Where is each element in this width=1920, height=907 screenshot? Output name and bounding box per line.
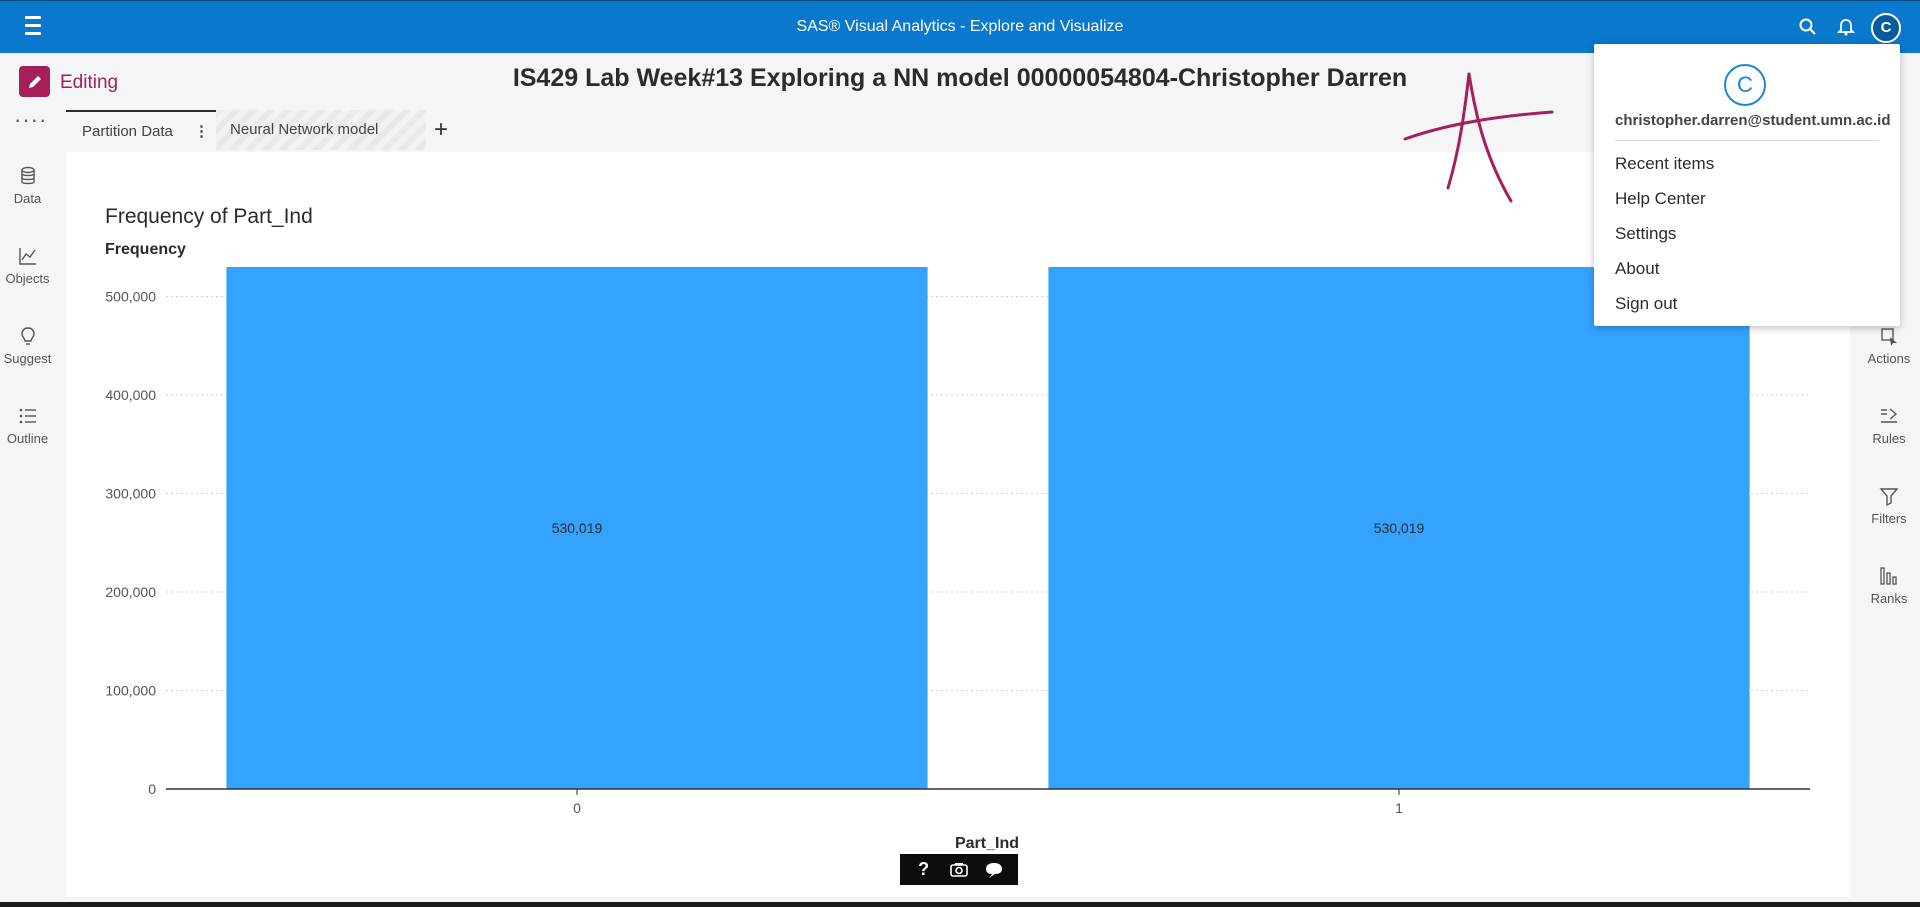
mode-label: Editing bbox=[60, 72, 119, 93]
right-rail: Actions Rules Filters Ranks bbox=[1858, 160, 1920, 907]
y-tick-label: 0 bbox=[148, 781, 156, 797]
user-menu: C christopher.darren@student.umn.ac.id R… bbox=[1594, 44, 1900, 326]
menu-divider bbox=[1615, 140, 1879, 141]
x-axis-label: Part_Ind bbox=[955, 835, 1019, 852]
menu-item-settings[interactable]: Settings bbox=[1615, 224, 1677, 243]
bell-icon[interactable] bbox=[1836, 17, 1856, 37]
rail-item-outline[interactable]: Outline bbox=[0, 405, 55, 446]
x-tick-label: 1 bbox=[1395, 800, 1403, 816]
pencil-icon bbox=[28, 75, 41, 88]
rail-item-ranks[interactable]: Ranks bbox=[1858, 565, 1920, 606]
top-app-bar: SAS® Visual Analytics - Explore and Visu… bbox=[0, 0, 1920, 53]
bar-chart[interactable]: Frequency of Part_Ind Frequency 530,019 5… bbox=[66, 152, 1850, 897]
rail-item-data[interactable]: Data bbox=[0, 165, 55, 206]
taskbar-strip bbox=[0, 902, 1920, 907]
bar[interactable] bbox=[1048, 267, 1750, 789]
user-email: christopher.darren@student.umn.ac.id bbox=[1615, 112, 1891, 129]
comment-icon[interactable] bbox=[981, 857, 1007, 883]
tab-label: Neural Network model bbox=[230, 121, 379, 138]
bar[interactable] bbox=[226, 267, 928, 789]
chart-toolbar: ? bbox=[900, 854, 1018, 885]
y-tick-label: 200,000 bbox=[105, 584, 156, 600]
tab-label: Partition Data bbox=[82, 123, 173, 140]
database-icon bbox=[20, 166, 35, 185]
rules-icon bbox=[1881, 408, 1898, 423]
y-tick-label: 400,000 bbox=[105, 387, 156, 403]
camera-icon bbox=[950, 862, 968, 877]
speech-bubble-icon bbox=[986, 862, 1003, 878]
hamburger-icon[interactable] bbox=[22, 16, 48, 38]
search-icon[interactable] bbox=[1798, 17, 1818, 37]
screenshot-icon[interactable] bbox=[946, 857, 972, 883]
app-title: SAS® Visual Analytics - Explore and Visu… bbox=[796, 18, 1124, 35]
chart-title: Frequency of Part_Ind bbox=[105, 205, 313, 228]
y-axis-label: Frequency bbox=[105, 241, 186, 258]
rail-item-label: Filters bbox=[1871, 511, 1907, 526]
tab-menu-icon[interactable]: ⋮ bbox=[194, 123, 209, 140]
menu-item-sign-out[interactable]: Sign out bbox=[1615, 294, 1678, 313]
rail-item-label: Rules bbox=[1872, 431, 1906, 446]
report-canvas: Frequency of Part_Ind Frequency 530,019 5… bbox=[66, 152, 1850, 897]
left-rail: ···· Data Objects Suggest Outline bbox=[0, 107, 55, 907]
lightbulb-icon bbox=[20, 327, 35, 345]
tab-partition-data[interactable]: Partition Data ⋮ bbox=[66, 110, 216, 150]
rail-item-filters[interactable]: Filters bbox=[1858, 485, 1920, 526]
menu-avatar: C bbox=[1724, 64, 1766, 106]
rail-item-label: Actions bbox=[1867, 351, 1911, 366]
rail-item-label: Outline bbox=[6, 431, 49, 446]
ranks-icon bbox=[1880, 567, 1897, 585]
list-icon bbox=[19, 408, 36, 424]
rail-item-label: Objects bbox=[5, 271, 50, 286]
tab-neural-network-model[interactable]: Neural Network model bbox=[216, 110, 426, 150]
rail-item-suggest[interactable]: Suggest bbox=[0, 325, 55, 366]
avatar[interactable]: C bbox=[1871, 13, 1901, 43]
data-label: 530,019 bbox=[1374, 520, 1425, 536]
y-tick-label: 500,000 bbox=[105, 289, 156, 305]
rail-item-label: Data bbox=[13, 191, 42, 206]
rail-item-label: Suggest bbox=[3, 351, 52, 366]
y-tick-label: 100,000 bbox=[105, 683, 156, 699]
menu-item-recent-items[interactable]: Recent items bbox=[1615, 154, 1715, 173]
report-title[interactable]: IS429 Lab Week#13 Exploring a NN model 0… bbox=[512, 64, 1408, 92]
actions-icon bbox=[1881, 328, 1897, 346]
rail-item-rules[interactable]: Rules bbox=[1858, 405, 1920, 446]
x-tick-label: 0 bbox=[573, 800, 581, 816]
add-tab-button[interactable]: + bbox=[434, 116, 449, 143]
rail-item-label: Ranks bbox=[1870, 591, 1908, 606]
more-options-icon[interactable]: ···· bbox=[14, 107, 48, 132]
menu-item-help-center[interactable]: Help Center bbox=[1615, 189, 1706, 208]
filter-icon bbox=[1879, 488, 1899, 507]
menu-item-about[interactable]: About bbox=[1615, 259, 1660, 278]
rail-item-objects[interactable]: Objects bbox=[0, 245, 55, 286]
line-chart-icon bbox=[18, 248, 36, 265]
y-tick-label: 300,000 bbox=[105, 486, 156, 502]
handwritten-annotation bbox=[1403, 72, 1554, 203]
data-label: 530,019 bbox=[552, 520, 603, 536]
help-icon[interactable]: ? bbox=[918, 859, 930, 879]
edit-mode-button[interactable] bbox=[19, 66, 50, 97]
rail-item-actions[interactable]: Actions bbox=[1858, 325, 1920, 366]
